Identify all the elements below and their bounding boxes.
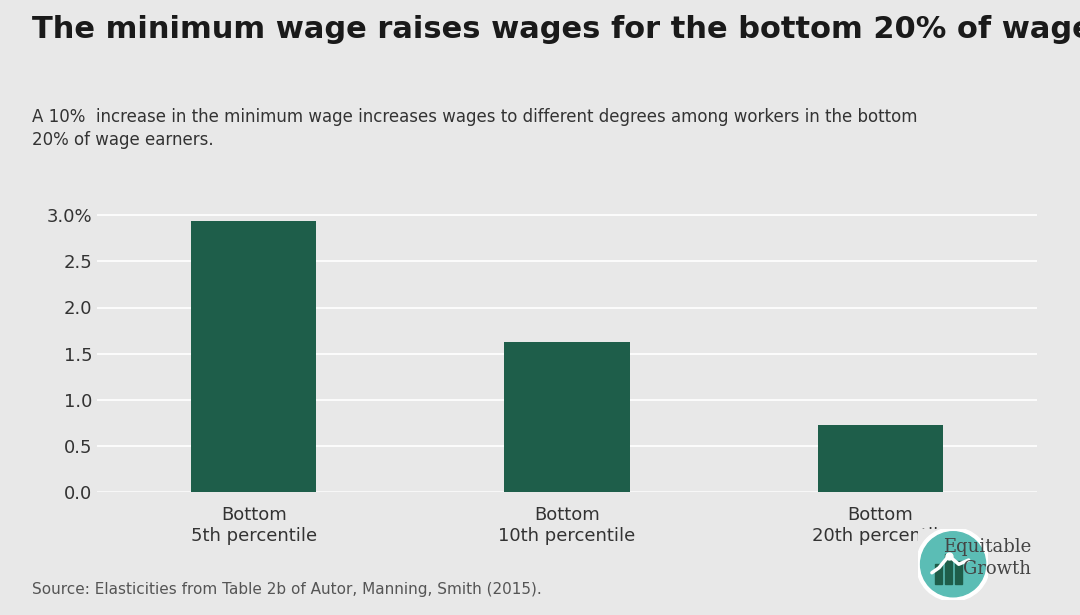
Bar	[935, 565, 943, 584]
Bar	[504, 342, 630, 492]
Circle shape	[920, 532, 986, 597]
Text: The minimum wage raises wages for the bottom 20% of wage earners: The minimum wage raises wages for the bo…	[32, 15, 1080, 44]
Text: Equitable
Growth: Equitable Growth	[943, 538, 1031, 578]
Circle shape	[916, 528, 990, 601]
Text: A 10%  increase in the minimum wage increases wages to different degrees among w: A 10% increase in the minimum wage incre…	[32, 108, 918, 149]
Bar	[945, 554, 953, 584]
Bar	[818, 424, 943, 492]
Bar	[191, 221, 316, 492]
Bar	[955, 561, 962, 584]
Text: Source: Elasticities from Table 2b of Autor, Manning, Smith (2015).: Source: Elasticities from Table 2b of Au…	[32, 582, 542, 597]
